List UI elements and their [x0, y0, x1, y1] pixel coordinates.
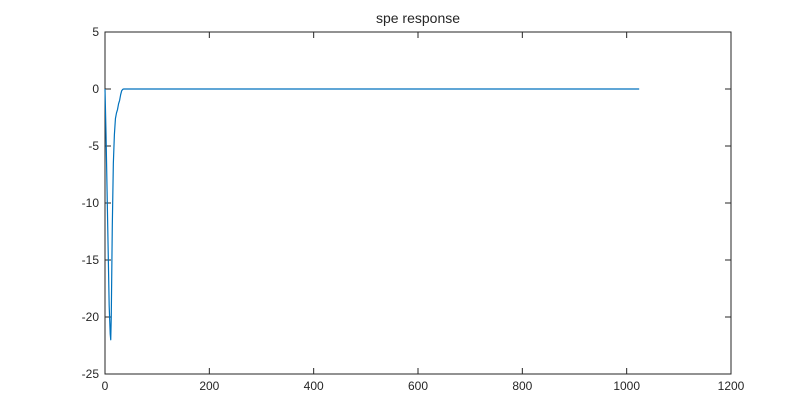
y-tick-label: -25 [82, 367, 100, 381]
y-tick-labels: 5 0 -5 -10 -15 -20 -25 [82, 25, 100, 381]
y-tick-label: 5 [92, 25, 99, 39]
chart-title: spe response [376, 10, 460, 26]
y-tick-label: -15 [82, 253, 100, 267]
axis-ticks [104, 31, 732, 375]
series-line [104, 88, 640, 341]
y-tick-label: 0 [92, 82, 99, 96]
x-tick-label: 200 [199, 379, 219, 393]
x-tick-label: 0 [102, 379, 109, 393]
x-tick-label: 800 [512, 379, 532, 393]
x-tick-label: 600 [408, 379, 428, 393]
plot-area [104, 31, 732, 375]
x-tick-label: 1200 [718, 379, 745, 393]
y-tick-label: -20 [82, 310, 100, 324]
x-tick-label: 1000 [613, 379, 640, 393]
y-tick-label: -5 [88, 139, 99, 153]
x-tick-label: 400 [304, 379, 324, 393]
x-tick-labels: 0 200 400 600 800 1000 1200 [102, 379, 745, 393]
y-tick-label: -10 [82, 196, 100, 210]
series-group [104, 88, 640, 341]
